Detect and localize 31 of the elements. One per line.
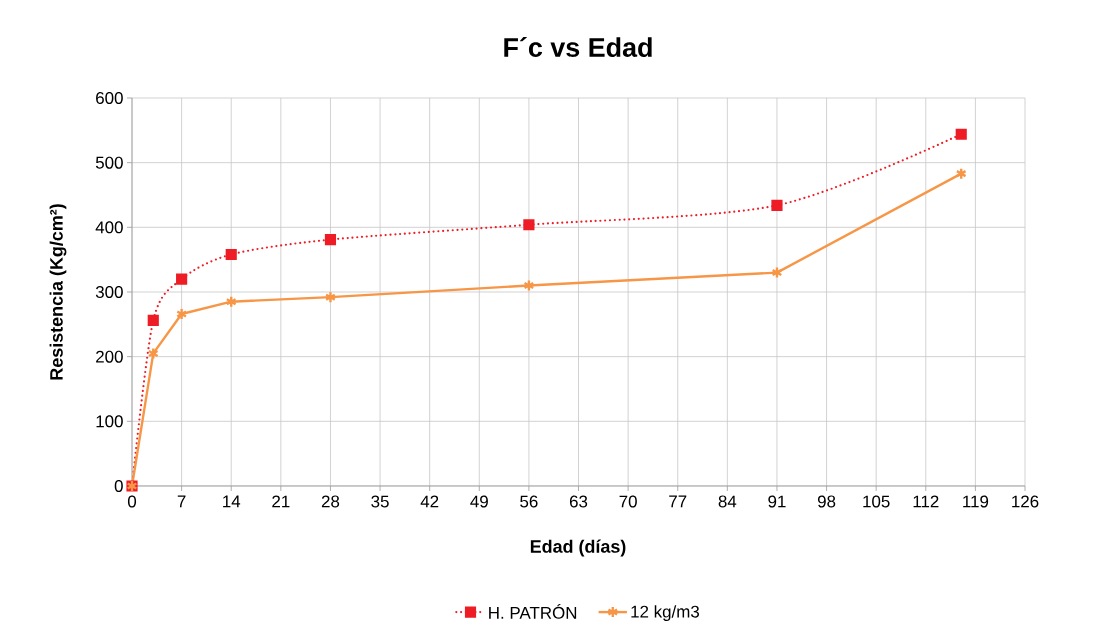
x-tick-label: 105 xyxy=(863,495,890,508)
y-tick-label: 100 xyxy=(96,415,123,428)
x-tick-label: 126 xyxy=(1012,495,1039,508)
chart-title: F´c vs Edad xyxy=(504,36,652,57)
y-tick-label: 500 xyxy=(95,156,123,169)
x-tick-label: 112 xyxy=(913,495,939,508)
x-tick-label: 91 xyxy=(768,495,786,508)
y-tick-label: 600 xyxy=(96,91,123,104)
x-tick-label: 49 xyxy=(470,495,488,508)
y-tick-label: 400 xyxy=(95,221,123,234)
x-tick-label: 119 xyxy=(963,495,989,508)
x-tick-label: 56 xyxy=(520,495,538,508)
x-tick-label: 7 xyxy=(177,495,186,508)
x-tick-label: 0 xyxy=(127,495,137,508)
x-tick-label: 35 xyxy=(371,495,389,508)
y-tick-label: 300 xyxy=(95,285,123,298)
x-tick-label: 70 xyxy=(619,495,637,508)
x-tick-label: 21 xyxy=(272,495,290,508)
x-tick-label: 14 xyxy=(223,495,241,508)
x-tick-label: 28 xyxy=(321,495,340,508)
x-tick-label: 63 xyxy=(569,495,588,508)
x-tick-label: 98 xyxy=(817,495,836,508)
x-axis-title: Edad (días) xyxy=(530,539,626,557)
x-tick-label: 77 xyxy=(669,495,687,508)
y-axis-title: Resistencia (Kg/cm²) xyxy=(49,204,67,380)
y-tick-label: 0 xyxy=(114,479,123,492)
y-tick-label: 200 xyxy=(96,350,123,363)
x-tick-label: 42 xyxy=(420,495,439,508)
x-tick-label: 84 xyxy=(718,495,737,508)
legend-label: 12 kg/m3 xyxy=(631,605,700,621)
legend-label: H. PATRÓN xyxy=(489,603,577,619)
